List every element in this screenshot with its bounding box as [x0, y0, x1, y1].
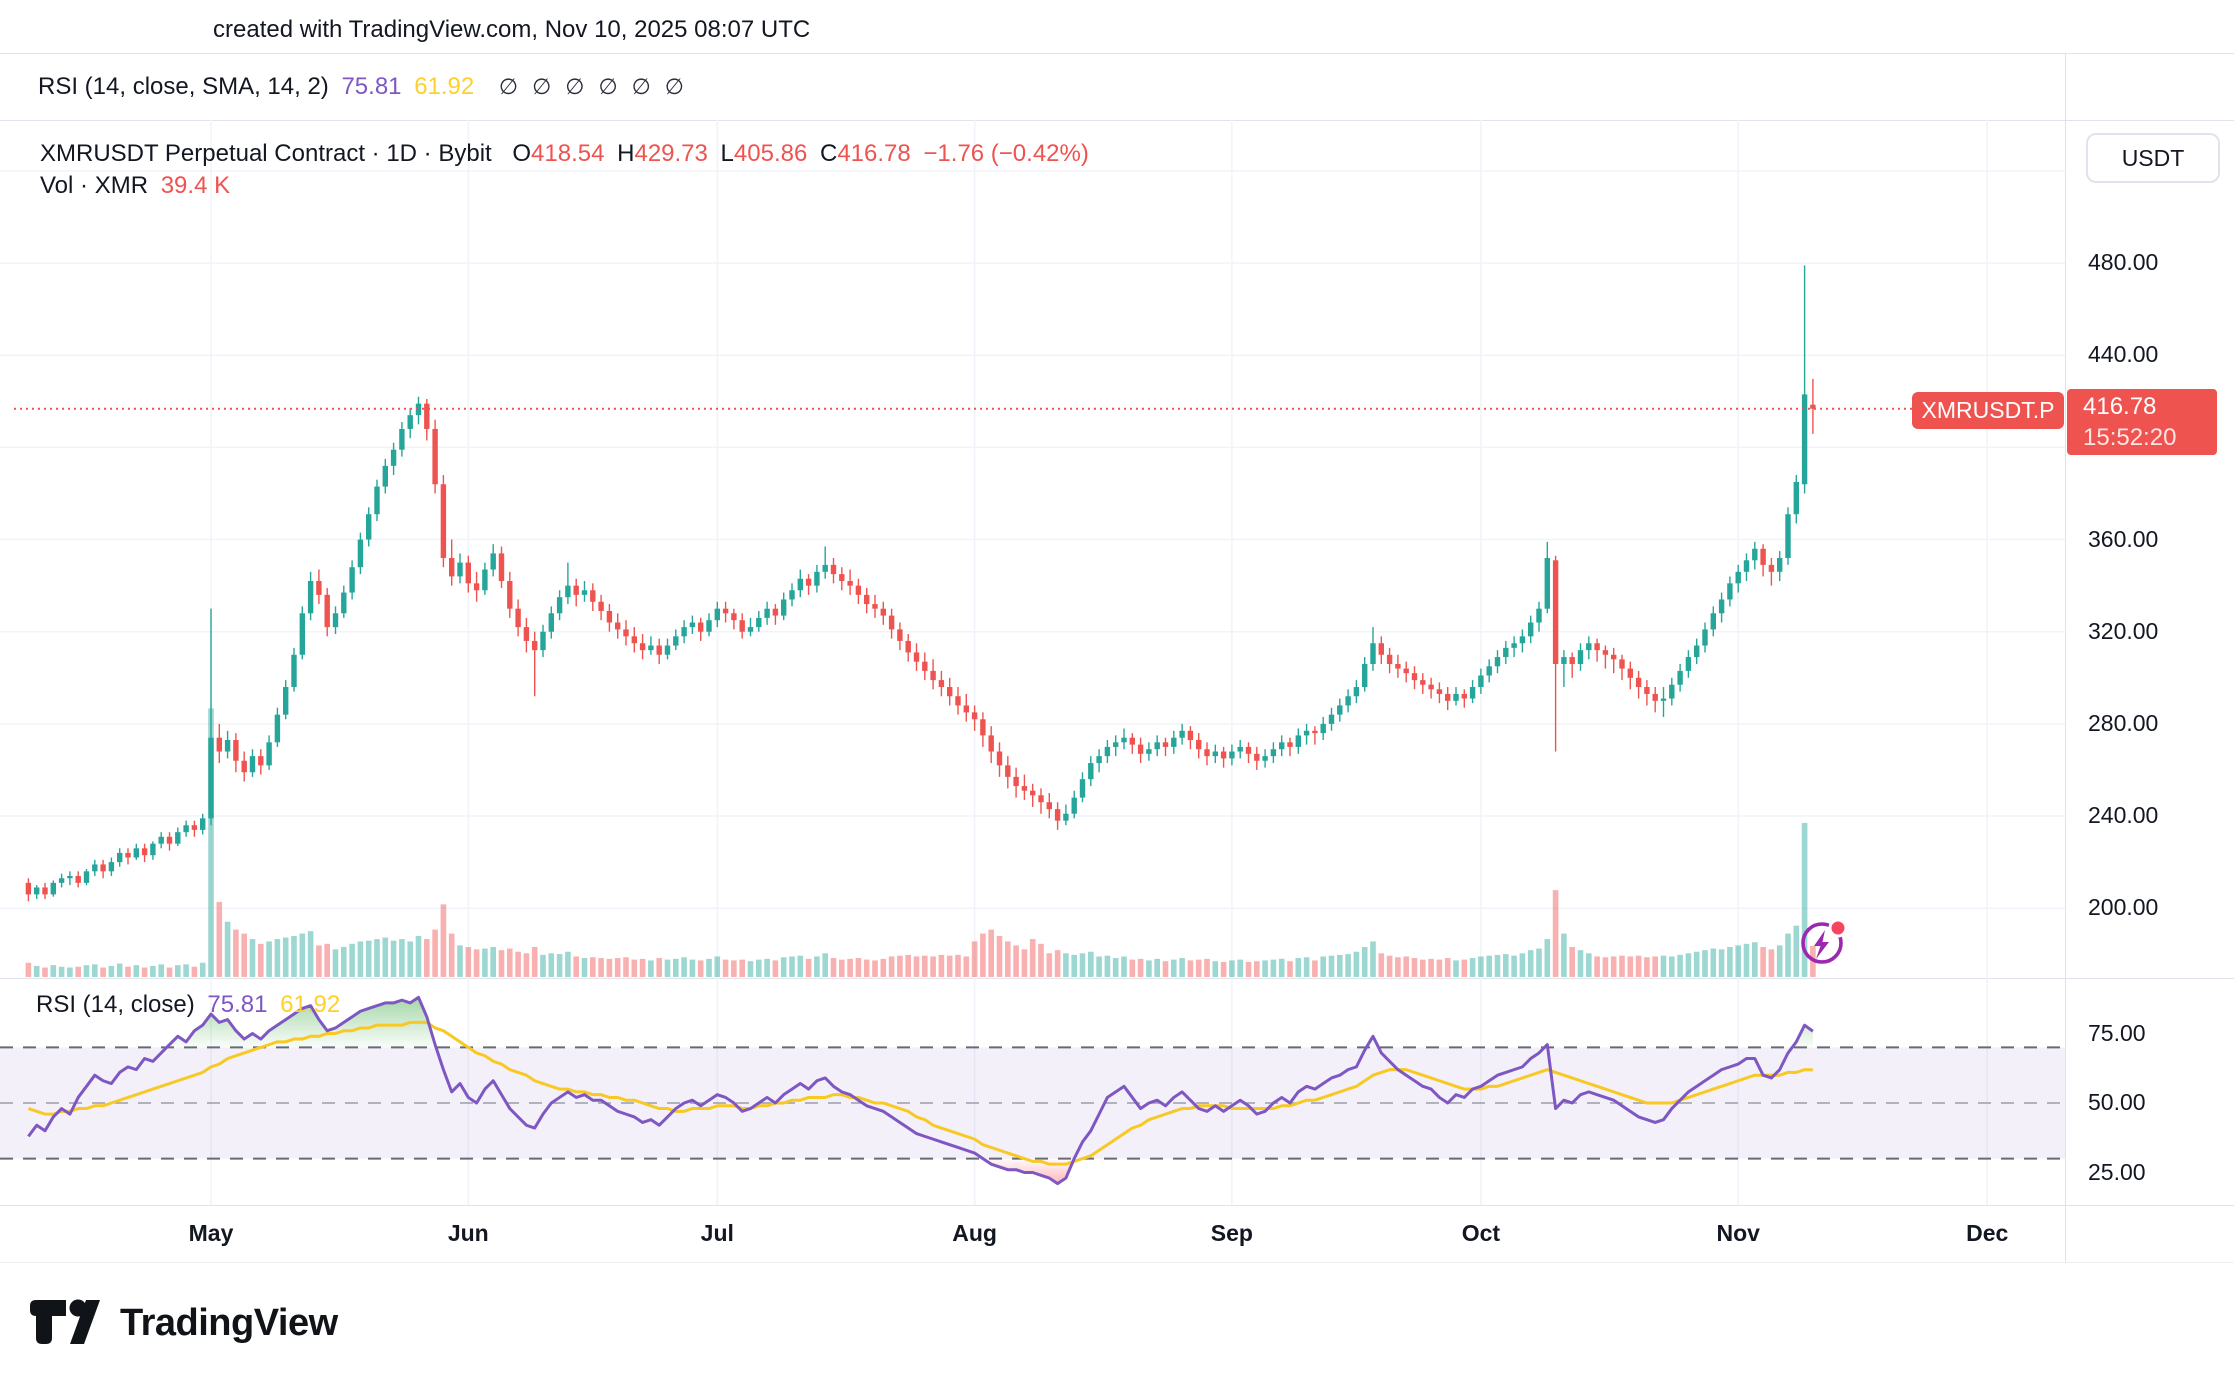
- indicator-title: RSI (14, close, SMA, 14, 2): [38, 73, 329, 100]
- time-axis-label: May: [188, 1220, 234, 1246]
- volume-legend[interactable]: Vol · XMR 39.4 K: [40, 172, 236, 200]
- empty-set-icon: ∅: [565, 74, 585, 99]
- rsi-axis-tick: 50.00: [2088, 1089, 2146, 1115]
- rsi-value: 75.81: [341, 73, 402, 100]
- ohlc-low: 405.86: [733, 140, 808, 167]
- time-axis-label: Oct: [1461, 1220, 1501, 1246]
- time-axis-label: Jul: [700, 1220, 734, 1246]
- empty-set-icon: ∅: [498, 74, 519, 99]
- created-with-watermark: created with TradingView.com, Nov 10, 20…: [213, 16, 811, 43]
- price-axis-tick: 360.00: [2088, 525, 2159, 552]
- time-axis-label: Jun: [447, 1220, 489, 1246]
- rsi-axis-tick: 75.00: [2088, 1019, 2146, 1046]
- empty-set-icon: ∅: [532, 74, 552, 99]
- top-strip-bottom-border: [0, 120, 2234, 121]
- ohlc-low-label: L: [720, 140, 734, 167]
- price-axis-tick: 320.00: [2088, 617, 2159, 644]
- symbol-title: XMRUSDT Perpetual Contract · 1D · Bybit: [40, 140, 492, 167]
- last-price: 416.78: [2083, 393, 2157, 420]
- pane-separator[interactable]: [0, 978, 2234, 979]
- rsi-pane-value: 75.81: [207, 991, 268, 1018]
- volume-label: Vol · XMR: [40, 172, 149, 199]
- empty-set-icon: ∅: [631, 74, 651, 99]
- volume-value: 39.4 K: [160, 172, 231, 199]
- lightning-icon: [1801, 918, 1848, 964]
- candles: [25, 265, 1816, 902]
- bar-countdown: 15:52:20: [2083, 424, 2177, 451]
- rsi-pane[interactable]: [0, 978, 2065, 1205]
- ohlc-close: 416.78: [837, 140, 911, 167]
- price-axis[interactable]: 480.00440.00400.00360.00320.00280.00240.…: [2066, 120, 2234, 1205]
- rsi-axis-tick: 25.00: [2088, 1158, 2146, 1185]
- currency-label: USDT: [2121, 144, 2185, 171]
- rsi-axis[interactable]: 75.00 50.00 25.00: [2066, 978, 2234, 1205]
- rsi-pane-title: RSI (14, close): [36, 991, 195, 1018]
- top-strip-top-border: [0, 53, 2234, 54]
- hidden-values-group: ∅ ∅ ∅ ∅ ∅ ∅: [499, 73, 698, 100]
- price-axis-tick: 440.00: [2088, 341, 2159, 368]
- rsi-pane-legend[interactable]: RSI (14, close) 75.81 61.92: [36, 991, 346, 1019]
- symbol-price-flag: XMRUSDT.P: [1912, 392, 2064, 429]
- ohlc-close-label: C: [819, 140, 838, 167]
- rsi-ma-value: 61.92: [414, 73, 475, 100]
- symbol-legend[interactable]: XMRUSDT Perpetual Contract · 1D · Bybit …: [40, 140, 1095, 168]
- last-price-axis-label: 416.78 15:52:20: [2067, 389, 2217, 455]
- currency-toggle-button[interactable]: USDT: [2086, 133, 2220, 183]
- price-axis-tick: 480.00: [2088, 249, 2159, 276]
- ohlc-high: 429.73: [634, 140, 708, 167]
- time-axis-border: [0, 1205, 2234, 1206]
- time-axis-label: Sep: [1210, 1220, 1253, 1246]
- time-axis-label: Dec: [1966, 1220, 2009, 1246]
- symbol-flag-text: XMRUSDT.P: [1921, 397, 2055, 423]
- price-axis-tick: 200.00: [2088, 894, 2159, 921]
- price-axis-tick: 240.00: [2088, 802, 2159, 829]
- ohlc-open: 418.54: [531, 140, 605, 167]
- ohlc-high-label: H: [617, 140, 635, 167]
- tradingview-logo[interactable]: TradingView: [28, 1298, 338, 1348]
- price-axis-border: [2065, 53, 2066, 1262]
- price-axis-tick: 280.00: [2088, 709, 2159, 736]
- tradingview-wordmark: TradingView: [120, 1301, 338, 1344]
- chart-bottom-border: [0, 1262, 2234, 1263]
- time-axis-label: Aug: [952, 1220, 997, 1246]
- rsi-pane-ma-value: 61.92: [280, 991, 341, 1018]
- time-axis-label: Nov: [1716, 1220, 1760, 1246]
- empty-set-icon: ∅: [598, 74, 618, 99]
- flash-trade-badge[interactable]: [1798, 917, 1848, 967]
- change-value: −1.76 (−0.42%): [923, 140, 1089, 167]
- time-axis[interactable]: May Jun Jul Aug Sep Oct Nov Dec: [0, 1206, 2065, 1262]
- collapsed-rsi-legend[interactable]: RSI (14, close, SMA, 14, 2) 75.81 61.92 …: [38, 73, 704, 101]
- volume-bars: [25, 708, 1816, 977]
- tradingview-mark-icon: [30, 1299, 100, 1344]
- price-chart-pane[interactable]: [0, 120, 2065, 978]
- ohlc-open-label: O: [512, 140, 532, 167]
- empty-set-icon: ∅: [664, 74, 684, 99]
